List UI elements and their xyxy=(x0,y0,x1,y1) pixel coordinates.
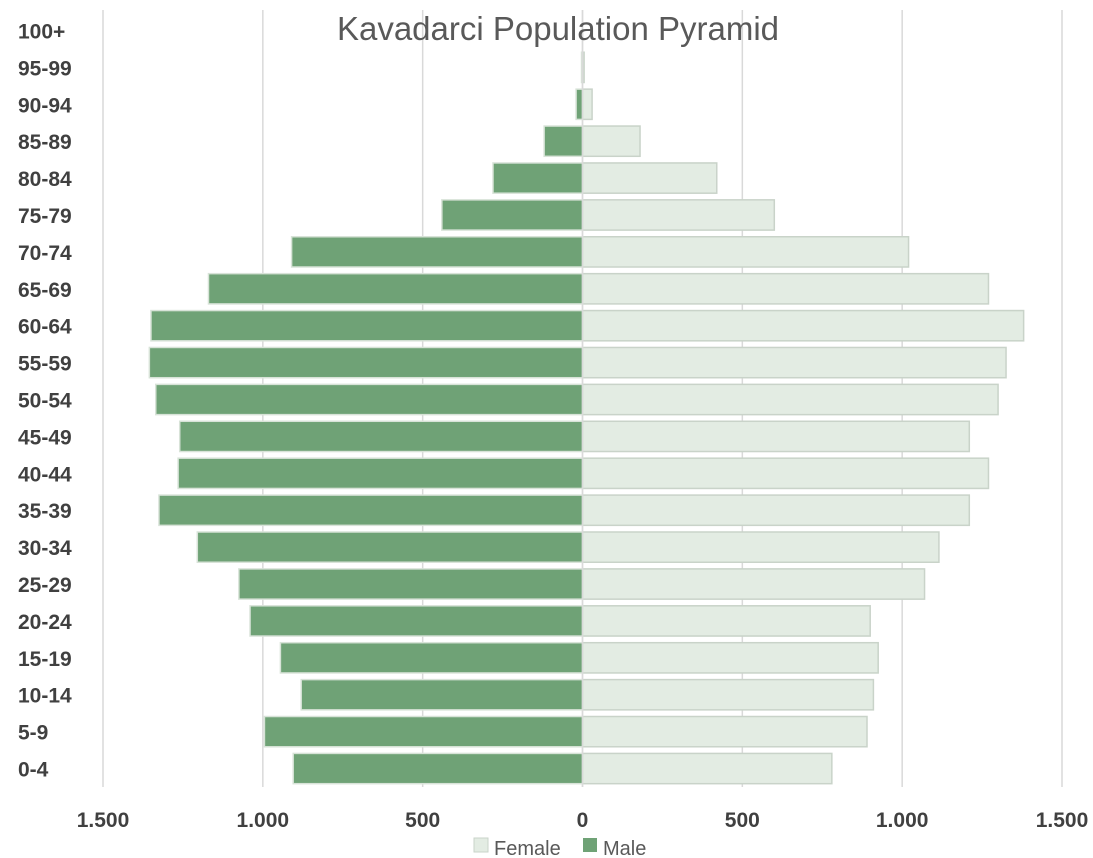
category-label: 20-24 xyxy=(18,611,72,634)
x-tick-label: 1.000 xyxy=(237,809,290,832)
legend: Female Male xyxy=(474,838,646,858)
bar-female-90-94 xyxy=(583,89,593,119)
legend-label-female: Female xyxy=(494,838,561,858)
legend-swatch-female xyxy=(474,838,488,852)
bar-male-35-39 xyxy=(159,495,583,525)
bars xyxy=(149,10,1023,787)
category-label: 35-39 xyxy=(18,500,72,523)
category-label: 95-99 xyxy=(18,57,72,80)
bar-female-55-59 xyxy=(583,347,1007,377)
category-label: 45-49 xyxy=(18,426,72,449)
legend-label-male: Male xyxy=(603,838,646,858)
bar-female-60-64 xyxy=(583,311,1024,341)
bar-female-30-34 xyxy=(583,532,939,562)
bar-male-55-59 xyxy=(149,347,582,377)
category-label: 5-9 xyxy=(18,722,48,745)
category-label: 85-89 xyxy=(18,131,72,154)
bar-female-70-74 xyxy=(583,237,909,267)
category-label: 50-54 xyxy=(18,390,72,413)
bar-male-50-54 xyxy=(156,384,583,414)
bar-female-40-44 xyxy=(583,458,989,488)
bar-female-0-4 xyxy=(583,753,832,783)
category-label: 30-34 xyxy=(18,537,72,560)
bar-male-25-29 xyxy=(239,569,583,599)
bar-female-20-24 xyxy=(583,606,871,636)
category-label: 55-59 xyxy=(18,353,72,376)
bar-female-85-89 xyxy=(583,126,641,156)
bar-male-15-19 xyxy=(280,643,582,673)
chart-title: Kavadarci Population Pyramid xyxy=(337,10,779,47)
bar-male-75-79 xyxy=(442,200,583,230)
x-tick-label: 1.500 xyxy=(77,809,130,832)
bar-male-80-84 xyxy=(493,163,583,193)
bar-female-25-29 xyxy=(583,569,925,599)
bar-female-80-84 xyxy=(583,163,717,193)
bar-male-70-74 xyxy=(292,237,583,267)
x-tick-labels: 1.500 1.000 500 0 500 1.000 1.500 xyxy=(77,809,1089,832)
bar-male-85-89 xyxy=(544,126,582,156)
bar-female-75-79 xyxy=(583,200,775,230)
x-tick-label: 1.500 xyxy=(1036,809,1089,832)
category-label: 0-4 xyxy=(18,759,49,782)
bar-female-45-49 xyxy=(583,421,970,451)
legend-swatch-male xyxy=(583,838,597,852)
category-label: 25-29 xyxy=(18,574,72,597)
bar-female-35-39 xyxy=(583,495,970,525)
category-label: 75-79 xyxy=(18,205,72,228)
bar-male-20-24 xyxy=(250,606,582,636)
category-label: 60-64 xyxy=(18,316,72,339)
category-labels: 0-4 5-9 10-14 15-19 20-24 25-29 30-34 35-39 40-4… xyxy=(18,20,72,781)
bar-male-60-64 xyxy=(151,311,583,341)
category-label: 80-84 xyxy=(18,168,72,191)
bar-male-10-14 xyxy=(301,680,582,710)
category-label: 100+ xyxy=(18,20,65,43)
bar-male-65-69 xyxy=(208,274,582,304)
x-tick-label: 500 xyxy=(725,809,760,832)
bar-male-90-94 xyxy=(576,89,582,119)
x-tick-label: 1.000 xyxy=(876,809,929,832)
bar-male-45-49 xyxy=(180,421,583,451)
bar-male-0-4 xyxy=(293,753,582,783)
category-label: 10-14 xyxy=(18,685,72,708)
category-label: 15-19 xyxy=(18,648,72,671)
category-label: 90-94 xyxy=(18,94,72,117)
bar-female-15-19 xyxy=(583,643,879,673)
bar-female-50-54 xyxy=(583,384,999,414)
bar-female-65-69 xyxy=(583,274,989,304)
category-label: 40-44 xyxy=(18,463,72,486)
category-label: 70-74 xyxy=(18,242,72,265)
x-tick-label: 0 xyxy=(577,809,589,832)
bar-female-10-14 xyxy=(583,680,874,710)
bar-female-5-9 xyxy=(583,717,868,747)
category-label: 65-69 xyxy=(18,279,72,302)
x-tick-label: 500 xyxy=(405,809,440,832)
bar-male-30-34 xyxy=(197,532,582,562)
bar-male-5-9 xyxy=(264,717,582,747)
bar-male-40-44 xyxy=(178,458,582,488)
